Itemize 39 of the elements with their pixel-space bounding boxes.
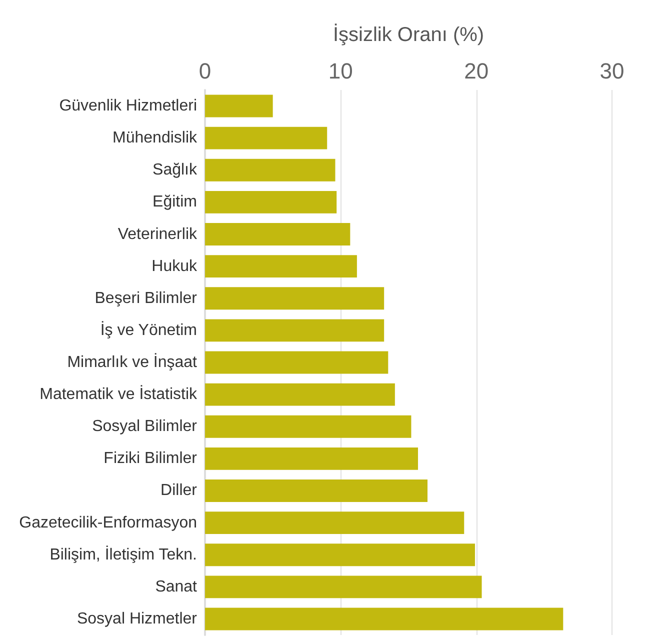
y-tick-label: Beşeri Bilimler xyxy=(94,290,198,307)
y-tick-label: Sanat xyxy=(155,578,198,596)
bar xyxy=(205,255,357,278)
bar xyxy=(205,287,384,310)
y-tick-label: Gazetecilik-Enformasyon xyxy=(19,514,197,532)
y-tick-label: Sosyal Hizmetler xyxy=(76,610,198,628)
x-tick-label: 20 xyxy=(464,58,489,84)
bar xyxy=(205,223,350,246)
bar xyxy=(205,190,337,214)
bar xyxy=(205,158,336,182)
bar xyxy=(205,544,475,566)
y-tick-label: Matematik ve İstatistik xyxy=(40,385,198,404)
y-tick-label: Sağlık xyxy=(152,162,198,179)
y-tick-label: Veterinerlik xyxy=(118,226,198,243)
bar xyxy=(205,608,564,630)
y-tick-label: Diller xyxy=(160,482,198,500)
y-tick-label: Fiziki Bilimler xyxy=(104,450,198,468)
bar xyxy=(205,126,328,150)
y-tick-label: Eğitim xyxy=(152,194,197,211)
bar xyxy=(205,94,273,118)
y-tick-label: Güvenlik Hizmetleri xyxy=(59,98,197,115)
x-axis-title: İşsizlik Oranı (%) xyxy=(332,23,484,46)
bar xyxy=(205,383,395,406)
x-tick-label: 0 xyxy=(198,58,212,84)
y-tick-label: Hukuk xyxy=(152,258,198,275)
bar xyxy=(205,351,388,374)
y-tick-label: Mimarlık ve İnşaat xyxy=(67,353,198,371)
bar xyxy=(205,447,418,470)
y-tick-label: Mühendislik xyxy=(112,130,198,147)
bar xyxy=(205,512,464,534)
x-tick-label: 30 xyxy=(600,58,624,84)
bar xyxy=(205,576,482,598)
y-tick-label: İş ve Yönetim xyxy=(100,320,197,339)
bar xyxy=(205,415,412,438)
x-tick-label: 10 xyxy=(328,58,353,84)
bar xyxy=(205,480,428,502)
bar xyxy=(205,319,384,342)
y-tick-label: Sosyal Bilimler xyxy=(92,418,198,436)
y-tick-label: Bilişim, İletişim Tekn. xyxy=(50,545,197,564)
